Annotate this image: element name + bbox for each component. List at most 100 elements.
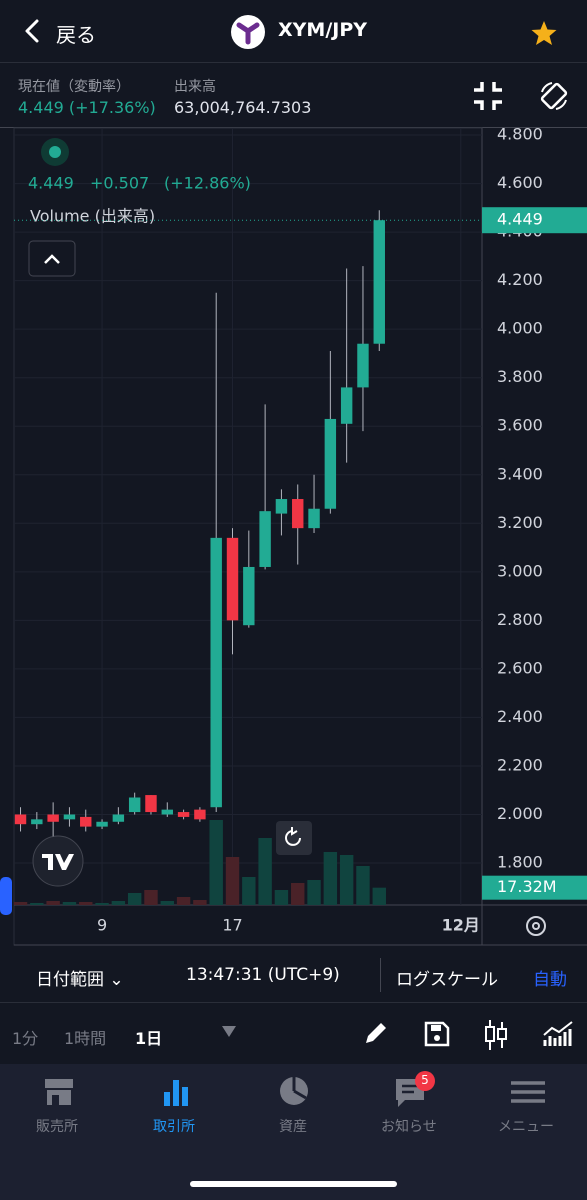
pair-title: XYM/JPY [278, 19, 368, 41]
settings-icon-core [532, 922, 540, 930]
last-price-label: 4.449 [497, 210, 543, 229]
price-label: 現在値（変動率） [18, 79, 130, 95]
favorite-star[interactable] [530, 20, 558, 46]
candle-body [177, 812, 190, 817]
divider [0, 1002, 587, 1003]
volume-bar [46, 901, 60, 905]
log-scale-button[interactable]: ログスケール [396, 970, 498, 990]
date-range-button[interactable]: 日付範囲 ⌄ [36, 970, 124, 990]
collapse-icon [44, 254, 60, 264]
candle-body [63, 814, 76, 820]
y-tick-label: 4.200 [497, 270, 543, 289]
tv-logo[interactable] [32, 835, 84, 887]
auto-scale-button[interactable]: 自動 [533, 970, 567, 990]
legend-change: +0.507 [90, 174, 149, 193]
draw-icon[interactable] [363, 1020, 389, 1046]
volume-bar [323, 852, 338, 905]
volume-bar [13, 902, 28, 905]
candle-body [226, 537, 239, 621]
y-tick-label: 2.000 [497, 804, 543, 823]
y-tick-label: 2.600 [497, 658, 543, 677]
indicators-icon[interactable] [542, 1020, 574, 1048]
volume-bar [30, 903, 44, 905]
candle-body [194, 809, 206, 820]
volume-bar [291, 883, 305, 905]
candle-body [308, 508, 320, 529]
fullscreen-icon[interactable] [472, 80, 504, 112]
nav-icon[interactable] [163, 1078, 189, 1106]
candle-body [210, 537, 222, 808]
back-icon[interactable] [22, 18, 42, 44]
nav-icon[interactable] [279, 1076, 309, 1106]
status-dot [49, 146, 61, 158]
candle-body [161, 809, 173, 815]
candle-body [357, 343, 369, 388]
candle-body [259, 511, 271, 567]
volume-bar [111, 901, 126, 905]
home-indicator [190, 1181, 397, 1187]
volume-value: 63,004,764.7303 [174, 98, 312, 117]
volume-bar [339, 855, 354, 905]
interval-button[interactable]: 1分 [12, 1029, 39, 1048]
candle-body [96, 821, 108, 827]
interval-dropdown[interactable] [222, 1026, 236, 1038]
volume-bar [225, 857, 240, 905]
back-button[interactable]: 戻る [56, 23, 96, 47]
tv-logo-mark [42, 854, 74, 870]
interval-button[interactable]: 1日 [135, 1029, 163, 1048]
side-tab[interactable] [0, 877, 12, 915]
candle-body [373, 220, 385, 344]
y-tick-label: 3.800 [497, 367, 543, 386]
volume-bar [307, 880, 321, 905]
candle-layer [14, 210, 385, 837]
nav-label[interactable]: メニュー [498, 1119, 554, 1135]
volume-bar [144, 890, 158, 905]
nav-icon[interactable] [511, 1080, 545, 1104]
nav-label[interactable]: 取引所 [153, 1119, 195, 1135]
y-tick-label: 4.000 [497, 319, 543, 338]
nav-label[interactable]: お知らせ [381, 1119, 437, 1135]
reset-button[interactable] [276, 821, 312, 855]
volume-bar [62, 902, 77, 905]
candlestick-chart[interactable]: 4.449 +0.507 (+12.86%) Volume (出来高) 1.80… [0, 0, 587, 950]
collapse-button[interactable] [28, 240, 76, 277]
price-value: 4.449 (+17.36%) [18, 98, 156, 117]
reset-icon [285, 827, 301, 846]
x-tick-label: 12月 [442, 916, 480, 935]
settings-icon[interactable] [526, 916, 546, 936]
volume-bar [209, 820, 223, 905]
y-tick-label: 1.800 [497, 853, 543, 872]
nav-label[interactable]: 販売所 [36, 1119, 78, 1135]
chart-type-icon[interactable] [484, 1018, 508, 1052]
legend-volume: Volume (出来高) [30, 207, 155, 226]
save-icon[interactable] [424, 1021, 450, 1047]
grid [14, 128, 482, 905]
volume-bar [258, 838, 272, 905]
last-volume-tag [482, 875, 587, 900]
candle-body [128, 797, 141, 813]
header: 戻る XYM/JPY [0, 0, 587, 62]
nav-icon[interactable] [44, 1078, 74, 1106]
y-tick-label: 3.000 [497, 561, 543, 580]
y-tick-label: 2.200 [497, 755, 543, 774]
volume-bar [372, 887, 386, 905]
rotate-icon[interactable] [538, 80, 570, 112]
badge [415, 1071, 435, 1091]
last-price-tag [482, 207, 587, 234]
legend-price: 4.449 [28, 174, 74, 193]
volume-label: 出来高 [174, 79, 216, 95]
date-range-label[interactable]: 日付範囲 [36, 970, 104, 990]
y-tick-label: 3.200 [497, 513, 543, 532]
candle-body [31, 819, 43, 825]
candle-body [243, 566, 255, 626]
volume-bar [193, 900, 207, 905]
candle-body [340, 387, 353, 424]
interval-button[interactable]: 1時間 [64, 1029, 107, 1048]
plot-frame [13, 127, 483, 946]
candle-body [145, 795, 157, 813]
volume-bar [274, 890, 289, 905]
volume-bar [127, 893, 142, 905]
volume-bar [242, 877, 256, 905]
clock: 13:47:31 (UTC+9) [186, 965, 340, 985]
nav-label[interactable]: 資産 [279, 1119, 307, 1135]
